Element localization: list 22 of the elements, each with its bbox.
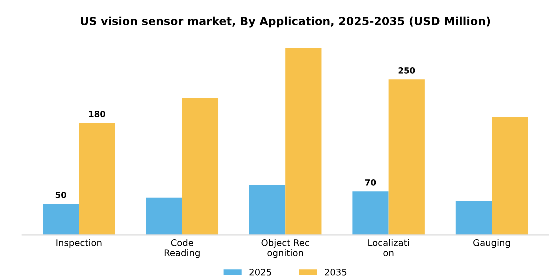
x-tick-label: Code Reading (164, 239, 200, 258)
bar (79, 123, 116, 236)
bar (182, 98, 219, 236)
x-tick-label: Object Rec ognition (262, 239, 310, 258)
legend-label: 2025 (250, 268, 272, 276)
bar (286, 48, 322, 236)
data-label: 180 (89, 111, 106, 118)
data-label: 250 (398, 68, 416, 74)
bar (492, 116, 528, 236)
legend-label: 2035 (325, 268, 347, 276)
bar (456, 200, 492, 236)
x-tick-label: Inspection (56, 239, 102, 248)
bar (388, 80, 425, 236)
bar (352, 192, 389, 236)
chart-title: US vision sensor market, By Application, 2025-2035 (USD Million) (81, 16, 490, 28)
data-label: 50 (56, 192, 67, 198)
bar (43, 204, 80, 236)
x-tick-label: Localizati on (368, 239, 410, 256)
bar (146, 198, 182, 236)
bar (249, 185, 286, 236)
data-label: 70 (366, 180, 376, 186)
x-tick-label: Gauging (474, 239, 510, 248)
